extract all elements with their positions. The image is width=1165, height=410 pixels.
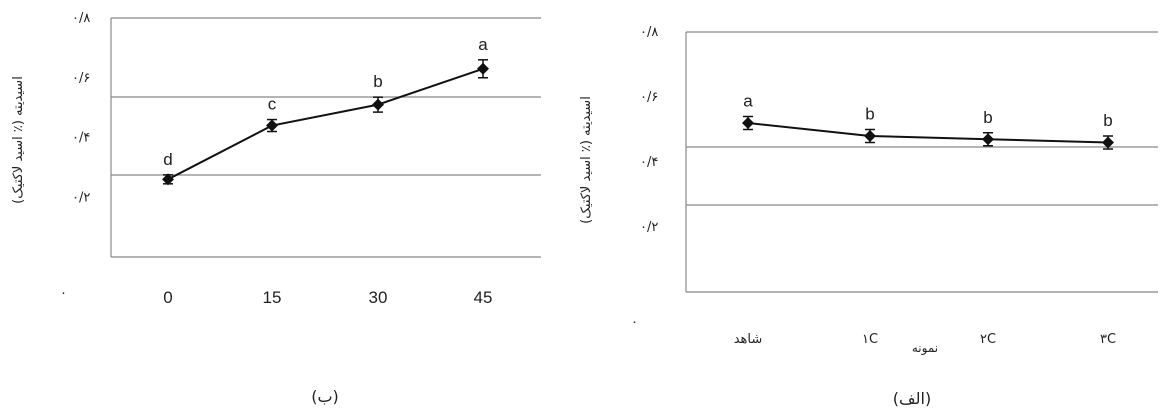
series-line bbox=[167, 67, 484, 181]
x-tick-label: شاهد bbox=[734, 332, 763, 347]
chart-a: ۰ اسیدیته (٪ اسید لاکتیک) نمونه (الف) ۰/… bbox=[579, 25, 1158, 408]
y-tick-label: ۰/۶ bbox=[72, 71, 90, 86]
significance-letter: c bbox=[268, 95, 277, 114]
x-tick-label: 30 bbox=[369, 288, 388, 307]
series-line bbox=[747, 122, 1109, 144]
data-point bbox=[162, 173, 174, 186]
origin-label: ۰ bbox=[60, 286, 67, 301]
data-point bbox=[1102, 136, 1114, 149]
data-point bbox=[477, 62, 489, 75]
y-axis-label: اسیدیته (٪ اسید لاکتیک) bbox=[11, 76, 26, 204]
x-tick-label: 15 bbox=[263, 288, 282, 307]
y-tick-label: ۰/۲ bbox=[72, 190, 90, 205]
data-point bbox=[982, 133, 994, 146]
y-tick-label: ۰/۴ bbox=[72, 131, 90, 146]
significance-letter: b bbox=[1103, 111, 1112, 130]
x-tick-label: ۳C bbox=[1100, 332, 1116, 347]
y-tick-label: ۰/۸ bbox=[72, 11, 90, 26]
chart-caption: (ب) bbox=[311, 387, 339, 406]
data-point bbox=[864, 130, 876, 142]
y-tick-label: ۰/۲ bbox=[640, 220, 658, 235]
x-axis-label: نمونه bbox=[912, 341, 938, 356]
y-tick-label: ۰/۶ bbox=[640, 90, 658, 105]
x-tick-label: 0 bbox=[163, 288, 172, 307]
significance-letter: b bbox=[983, 108, 992, 127]
y-tick-label: ۰/۸ bbox=[640, 25, 658, 40]
significance-letter: b bbox=[865, 105, 874, 124]
chart-b: ۰ اسیدیته (٪ اسید لاکتیک) (ب) ۰/۲ ۰/۴ ۰/۶ ۰… bbox=[11, 11, 541, 406]
data-point bbox=[742, 117, 754, 129]
significance-letter: a bbox=[743, 92, 753, 111]
y-axis-label: اسیدیته (٪ اسید لاکتیک) bbox=[579, 96, 594, 224]
significance-letter: b bbox=[373, 72, 382, 91]
chart-caption: (الف) bbox=[893, 389, 931, 408]
y-tick-label: ۰/۴ bbox=[640, 155, 658, 170]
x-tick-label: ۲C bbox=[980, 332, 996, 347]
significance-letter: d bbox=[163, 150, 172, 169]
x-tick-label: ۱C bbox=[862, 332, 878, 347]
data-point bbox=[372, 98, 384, 111]
origin-label: ۰ bbox=[631, 315, 638, 330]
significance-letter: a bbox=[478, 35, 488, 54]
data-point bbox=[266, 119, 278, 132]
x-tick-label: 45 bbox=[474, 288, 493, 307]
